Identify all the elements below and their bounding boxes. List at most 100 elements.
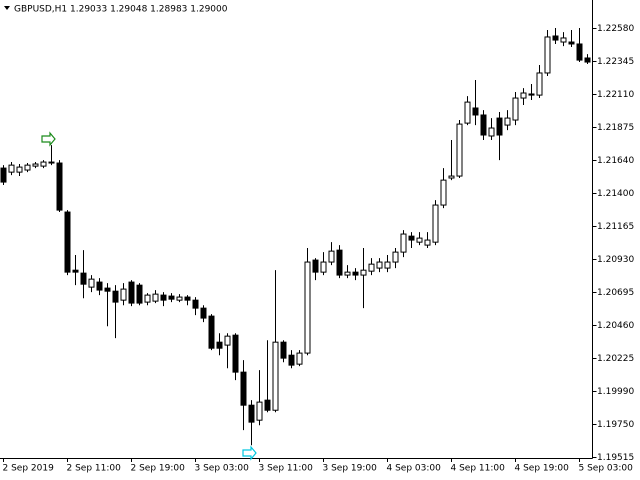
x-tick-label: 5 Sep 03:00 (579, 464, 634, 474)
candle-body (24, 164, 31, 171)
x-tick-label: 3 Sep 19:00 (323, 464, 378, 474)
candle-body (296, 352, 303, 365)
y-tick-label: 1.21400 (597, 189, 634, 199)
candle-body (280, 341, 287, 359)
x-tick-label: 4 Sep 03:00 (387, 464, 442, 474)
candle-body (8, 164, 15, 173)
candle-body (232, 334, 239, 373)
candle-body (312, 259, 319, 273)
candle-body (88, 278, 95, 288)
candle-body (392, 251, 399, 263)
y-tick-label: 1.19990 (597, 387, 634, 397)
candle-body (456, 123, 463, 177)
candle-body (328, 250, 335, 263)
candle-body (160, 294, 167, 301)
candle-body (400, 233, 407, 253)
candle-body (248, 404, 255, 423)
candle-body (256, 401, 263, 421)
candle-body (0, 167, 7, 183)
buy-arrow (41, 131, 56, 147)
chart-title: GBPUSD,H1 1.29033 1.29048 1.28983 1.2900… (14, 5, 228, 15)
candle-body (512, 97, 519, 121)
candle-body (200, 307, 207, 319)
candle-body (120, 288, 127, 301)
candle-body (112, 290, 119, 303)
candle-body (488, 127, 495, 137)
y-tick-label: 1.20225 (597, 354, 634, 364)
x-tick-label: 2 Sep 2019 (3, 464, 55, 474)
candle-body (224, 335, 231, 346)
x-tick-label: 2 Sep 19:00 (131, 464, 186, 474)
candle-body (352, 271, 359, 276)
candle-body (408, 235, 415, 241)
y-tick-label: 1.22110 (597, 90, 634, 100)
candle-body (360, 269, 367, 276)
x-tick-label: 4 Sep 11:00 (451, 464, 506, 474)
x-tick-label: 3 Sep 03:00 (195, 464, 250, 474)
candle-body (320, 261, 327, 273)
candle-body (536, 72, 543, 96)
candle-body (384, 261, 391, 269)
y-tick-label: 1.21165 (597, 222, 634, 232)
candle-body (368, 263, 375, 272)
candle-body (144, 294, 151, 303)
menu-triangle (4, 6, 10, 10)
y-tick-label: 1.20695 (597, 288, 634, 298)
x-tick-label: 4 Sep 19:00 (515, 464, 570, 474)
candle-body (72, 269, 79, 273)
candle-body (48, 161, 55, 164)
candle-body (136, 284, 143, 304)
candle-body (40, 161, 47, 167)
candle-body (344, 271, 351, 276)
candle-body (176, 296, 183, 301)
candle-body (240, 371, 247, 406)
y-tick-label: 1.22580 (597, 24, 634, 34)
candle-body (64, 211, 71, 273)
candle-body (424, 239, 431, 246)
candle-body (96, 281, 103, 291)
candle-body (32, 163, 39, 167)
candle-body (104, 287, 111, 292)
candle-body (440, 179, 447, 206)
candle-body (264, 399, 271, 411)
candle-body (416, 237, 423, 243)
candle-body (560, 37, 567, 43)
candle-body (376, 261, 383, 269)
y-tick-label: 1.21640 (597, 156, 634, 166)
candle-body (552, 35, 559, 41)
candle-body (56, 162, 63, 211)
y-tick-label: 1.21875 (597, 123, 634, 133)
candle-body (448, 175, 455, 179)
candle-body (208, 315, 215, 349)
y-tick-label: 1.20930 (597, 255, 634, 265)
candle-body (152, 293, 159, 302)
candle-body (80, 272, 87, 285)
candle-body (496, 117, 503, 136)
candle-body (568, 41, 575, 45)
candle-body (504, 117, 511, 126)
candle-body (528, 93, 535, 96)
candle-body (544, 36, 551, 74)
candle-body (520, 92, 527, 99)
candle-body (288, 354, 295, 366)
y-tick-label: 1.19515 (597, 453, 634, 463)
candle-body (272, 341, 279, 411)
candle-body (472, 107, 479, 116)
candle-body (168, 295, 175, 300)
candle-body (584, 57, 591, 63)
candle-body (184, 296, 191, 301)
candle-body (216, 341, 223, 349)
y-tick-label: 1.22345 (597, 57, 634, 67)
candle-body (464, 101, 471, 124)
candle-body (480, 114, 487, 136)
sell-arrow (242, 445, 257, 461)
y-tick-label: 1.20460 (597, 321, 634, 331)
candle-body (576, 43, 583, 61)
candle-body (304, 261, 311, 354)
x-tick-label: 3 Sep 11:00 (259, 464, 314, 474)
candle-body (432, 204, 439, 243)
x-tick-label: 2 Sep 11:00 (67, 464, 122, 474)
candle-body (336, 249, 343, 276)
